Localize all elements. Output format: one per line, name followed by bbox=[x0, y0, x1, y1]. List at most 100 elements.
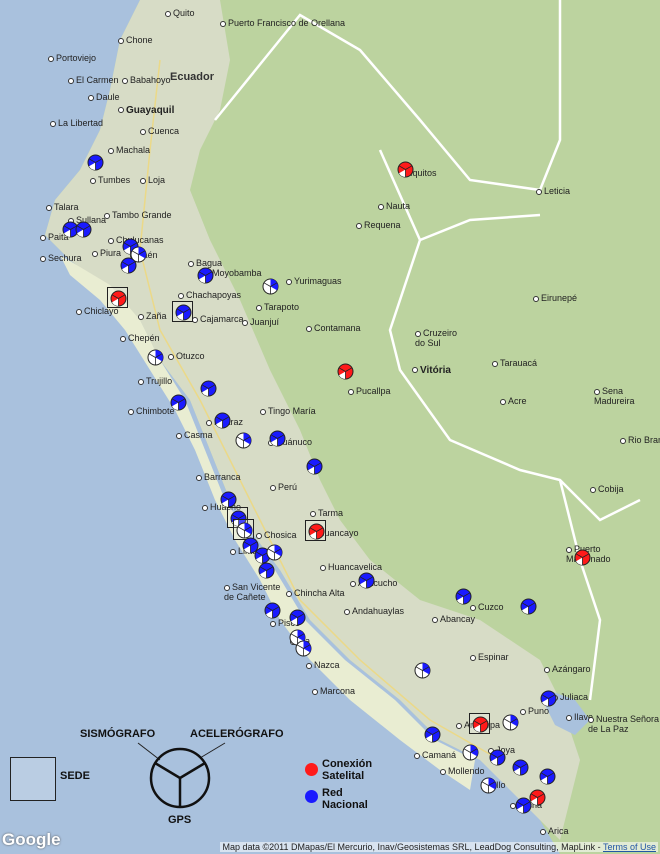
station-marker-nacional[interactable] bbox=[414, 662, 431, 679]
station-marker-nacional[interactable] bbox=[130, 246, 147, 263]
place-label-azangaro: Azángaro bbox=[544, 664, 591, 674]
station-marker-nacional[interactable] bbox=[540, 690, 557, 707]
place-label-chone: Chone bbox=[118, 35, 153, 45]
station-marker-nacional[interactable] bbox=[120, 257, 137, 274]
google-logo[interactable]: Google bbox=[2, 830, 61, 849]
legend-nacional-dot bbox=[305, 790, 318, 803]
place-label-portoviejo: Portoviejo bbox=[48, 53, 96, 63]
station-marker-nacional[interactable] bbox=[75, 221, 92, 238]
station-marker-nacional[interactable] bbox=[520, 598, 537, 615]
place-label-tarauaca: Tarauacá bbox=[492, 358, 537, 368]
station-marker-nacional[interactable] bbox=[266, 544, 283, 561]
station-marker-nacional[interactable] bbox=[306, 458, 323, 475]
land-andes bbox=[45, 0, 580, 840]
station-marker-nacional[interactable] bbox=[220, 491, 237, 508]
place-label-cajamarca: Cajamarca bbox=[192, 314, 244, 324]
place-label-trujillo: Trujillo bbox=[138, 376, 172, 386]
place-label-sechura: Sechura bbox=[40, 253, 82, 263]
place-label-chimbote: Chimbote bbox=[128, 406, 175, 416]
station-marker-nacional[interactable] bbox=[214, 412, 231, 429]
place-label-acre: Acre bbox=[500, 396, 527, 406]
place-label-babahoyo: Babahoyo bbox=[122, 75, 171, 85]
station-marker-nacional[interactable] bbox=[170, 394, 187, 411]
place-label-daule: Daule bbox=[88, 92, 120, 102]
place-label-sena-madureira: Sena Madureira bbox=[594, 386, 635, 406]
station-marker-nacional[interactable] bbox=[235, 432, 252, 449]
place-label-ilo: Ilo bbox=[488, 780, 506, 790]
place-label-guayaquil: Guayaquil bbox=[118, 106, 174, 116]
station-marker-nacional[interactable] bbox=[269, 430, 286, 447]
station-marker-nacional[interactable] bbox=[358, 572, 375, 589]
place-label-espinar: Espinar bbox=[470, 652, 509, 662]
station-marker-nacional[interactable] bbox=[424, 726, 441, 743]
place-label-rio-branco: Rio Branco bbox=[620, 435, 660, 445]
station-marker-nacional[interactable] bbox=[502, 714, 519, 731]
place-label-contamana: Contamana bbox=[306, 323, 361, 333]
place-label-paita: Paita bbox=[40, 232, 69, 242]
station-marker-nacional[interactable] bbox=[175, 304, 192, 321]
station-marker-nacional[interactable] bbox=[264, 602, 281, 619]
place-label-chiclayo: Chiclayo bbox=[76, 306, 119, 316]
station-marker-nacional[interactable] bbox=[455, 588, 472, 605]
station-marker-satelital[interactable] bbox=[110, 290, 127, 307]
station-marker-satelital[interactable] bbox=[308, 523, 325, 540]
station-marker-nacional[interactable] bbox=[236, 522, 253, 539]
place-label-tarapoto: Tarapoto bbox=[256, 302, 299, 312]
place-label-tarma: Tarma bbox=[310, 508, 343, 518]
station-marker-nacional[interactable] bbox=[515, 797, 532, 814]
place-label-arica: Arica bbox=[540, 826, 569, 836]
station-marker-nacional[interactable] bbox=[462, 744, 479, 761]
place-label-barranca: Barranca bbox=[196, 472, 241, 482]
station-marker-nacional[interactable] bbox=[258, 562, 275, 579]
place-label-camana: Camaná bbox=[414, 750, 456, 760]
place-label-piura: Piura bbox=[92, 248, 121, 258]
place-label-huancavelica: Huancavelica bbox=[320, 562, 382, 572]
station-marker-nacional[interactable] bbox=[200, 380, 217, 397]
place-label-leticia: Leticia bbox=[536, 186, 570, 196]
station-marker-nacional[interactable] bbox=[539, 768, 556, 785]
station-marker-nacional[interactable] bbox=[242, 537, 259, 554]
place-label-jaen: Jaén bbox=[130, 250, 158, 260]
station-marker-satelital[interactable] bbox=[472, 716, 489, 733]
legend-satelital-dot bbox=[305, 763, 318, 776]
place-label-san-francisco-orellana: Puerto Francisco de Orellana bbox=[220, 18, 345, 28]
place-label-chincha: Chincha Alta bbox=[286, 588, 345, 598]
place-label-juliaca: Juliaca bbox=[552, 692, 588, 702]
station-marker-nacional[interactable] bbox=[489, 749, 506, 766]
station-marker-nacional[interactable] bbox=[289, 609, 306, 626]
place-label-ilave: Ilave bbox=[566, 712, 593, 722]
station-marker-satelital[interactable] bbox=[529, 789, 546, 806]
place-label-mollendo: Mollendo bbox=[440, 766, 485, 776]
legend-gps-label: GPS bbox=[168, 814, 192, 826]
station-marker-nacional[interactable] bbox=[295, 640, 312, 657]
station-marker-nacional[interactable] bbox=[512, 759, 529, 776]
station-marker-nacional[interactable] bbox=[62, 221, 79, 238]
station-marker-nacional[interactable] bbox=[254, 547, 271, 564]
place-label-el-carmen: El Carmen bbox=[68, 75, 119, 85]
map-attribution: Map data ©2011 DMapas/El Mercurio, Inav/… bbox=[220, 842, 658, 852]
place-label-peru: Perú bbox=[270, 482, 297, 492]
station-marker-nacional[interactable] bbox=[262, 278, 279, 295]
station-marker-satelital[interactable] bbox=[574, 549, 591, 566]
place-label-quito: Quito bbox=[165, 8, 195, 18]
station-marker-satelital[interactable] bbox=[337, 363, 354, 380]
legend-satelital-label: Conexión Satelital bbox=[322, 758, 373, 782]
place-label-tambo-grande: Tambo Grande bbox=[104, 210, 172, 220]
place-label-requena: Requena bbox=[356, 220, 401, 230]
station-marker-nacional[interactable] bbox=[197, 267, 214, 284]
place-label-vitoria: Vitória bbox=[412, 366, 451, 376]
place-label-casma: Casma bbox=[176, 430, 213, 440]
terms-of-use-link[interactable]: Terms of Use bbox=[602, 842, 656, 852]
station-marker-nacional[interactable] bbox=[147, 349, 164, 366]
station-marker-satelital[interactable] bbox=[397, 161, 414, 178]
place-label-zana: Zaña bbox=[138, 311, 167, 321]
place-label-juanjui: Juanjuí bbox=[242, 317, 279, 327]
place-label-joya: Joya bbox=[488, 745, 515, 755]
place-label-iquitos: Iquitos bbox=[402, 168, 437, 178]
place-label-cruzeiro: Cruzeiro do Sul bbox=[415, 328, 458, 348]
station-marker-nacional[interactable] bbox=[480, 777, 497, 794]
place-label-huancayo: Huancayo bbox=[310, 528, 359, 538]
station-marker-nacional[interactable] bbox=[87, 154, 104, 171]
